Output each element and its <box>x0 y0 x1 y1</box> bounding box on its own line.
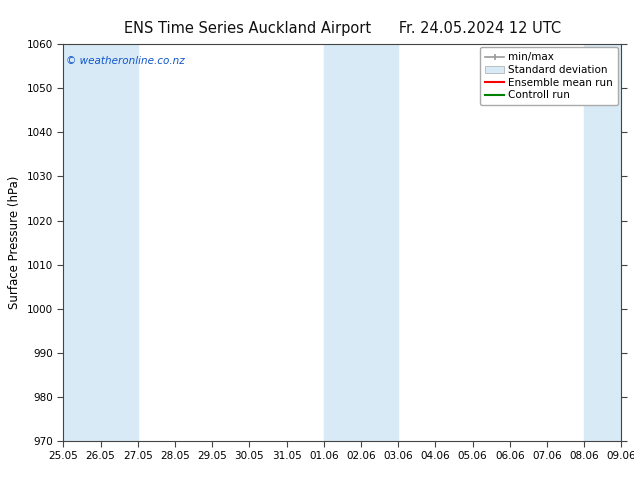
Bar <box>324 44 361 441</box>
Bar <box>63 44 101 441</box>
Bar <box>101 44 138 441</box>
Text: © weatheronline.co.nz: © weatheronline.co.nz <box>66 56 185 66</box>
Title: ENS Time Series Auckland Airport      Fr. 24.05.2024 12 UTC: ENS Time Series Auckland Airport Fr. 24.… <box>124 21 561 36</box>
Legend: min/max, Standard deviation, Ensemble mean run, Controll run: min/max, Standard deviation, Ensemble me… <box>480 47 618 105</box>
Bar <box>584 44 621 441</box>
Bar <box>361 44 398 441</box>
Y-axis label: Surface Pressure (hPa): Surface Pressure (hPa) <box>8 176 21 309</box>
